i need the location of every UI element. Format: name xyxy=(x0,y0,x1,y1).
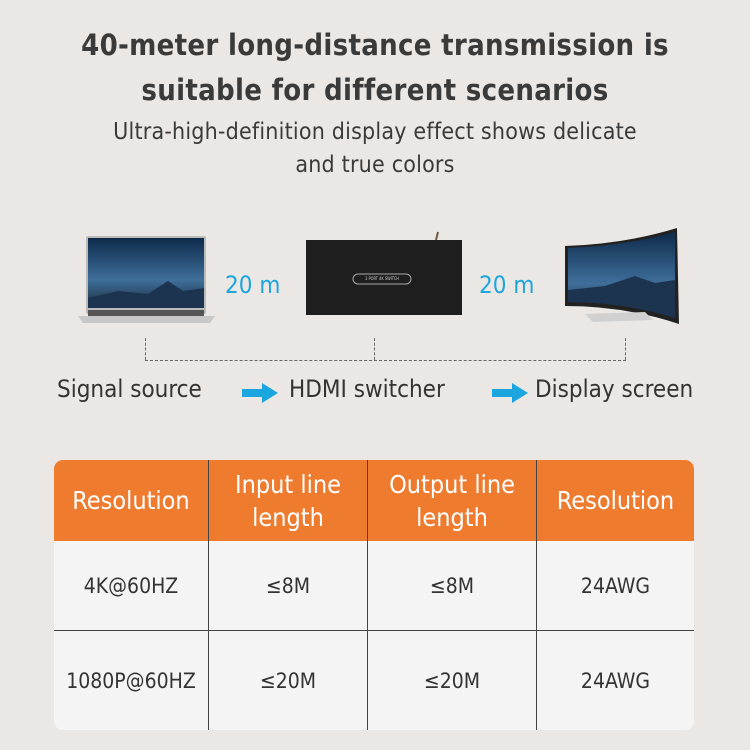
table-header-row: Resolution Input line length Output line l… xyxy=(54,460,694,541)
subheading-line-2: and true colors xyxy=(295,152,455,178)
table-row: 4K@60HZ ≤8M ≤8M 24AWG xyxy=(54,541,694,631)
bracket-line-middle xyxy=(374,338,375,360)
header-resolution-awg: Resolution xyxy=(537,460,694,541)
bracket-line-horizontal xyxy=(145,360,626,361)
header-input-line-length: Input line length xyxy=(209,460,368,541)
hdmi-switch-image: 3 PORT 4K SWITCH xyxy=(306,230,466,316)
spec-table: Resolution Input line length Output line l… xyxy=(54,460,694,730)
cell: ≤8M xyxy=(368,541,537,631)
label-signal-source: Signal source xyxy=(57,375,202,403)
cell: 1080P@60HZ xyxy=(54,631,209,730)
distance-left: 20 m xyxy=(225,271,281,299)
subheading-line-1: Ultra-high-definition display effect sho… xyxy=(113,119,637,145)
distance-right: 20 m xyxy=(479,271,535,299)
bracket-line-right xyxy=(625,338,626,360)
arrow-right-icon xyxy=(492,383,528,403)
bracket-line-left xyxy=(145,338,146,360)
switch-logo-text: 3 PORT 4K SWITCH xyxy=(365,276,399,281)
heading-line-2: suitable for different scenarios xyxy=(141,73,609,107)
label-hdmi-switcher: HDMI switcher xyxy=(289,375,445,403)
tv-image xyxy=(565,228,681,328)
cell: 4K@60HZ xyxy=(54,541,209,631)
cell: 24AWG xyxy=(537,541,694,631)
arrow-right-icon xyxy=(242,383,278,403)
cell: ≤20M xyxy=(209,631,368,730)
cell: 24AWG xyxy=(580,668,651,693)
laptop-image xyxy=(78,236,215,324)
cell: ≤8M xyxy=(209,541,368,631)
cell: ≤20M xyxy=(368,631,537,730)
table-row: 1080P@60HZ ≤20M ≤20M 24AWG xyxy=(54,631,694,730)
header-output-line-length: Output line length xyxy=(368,460,537,541)
label-display-screen: Display screen xyxy=(535,375,694,403)
heading-line-1: 40-meter long-distance transmission is xyxy=(81,28,669,62)
header-resolution: Resolution xyxy=(54,460,209,541)
